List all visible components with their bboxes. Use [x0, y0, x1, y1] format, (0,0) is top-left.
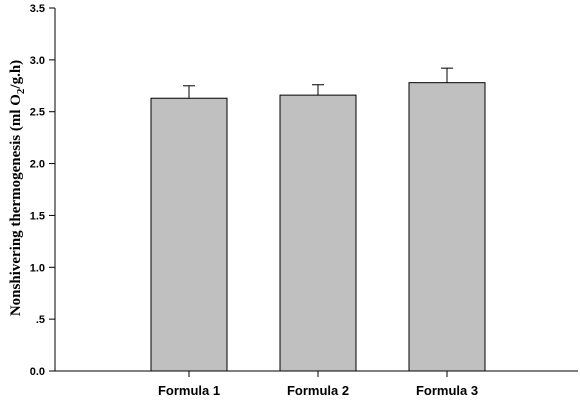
- y-axis-title-suffix: /g.h): [8, 60, 24, 90]
- y-tick-label: 1.0: [30, 262, 45, 274]
- y-axis-title: Nonshivering thermogenesis (ml O2/g.h): [8, 60, 27, 316]
- y-tick-label: 0.0: [30, 366, 45, 378]
- y-tick-label: 3.0: [30, 55, 45, 67]
- y-tick-label: 2.0: [30, 159, 45, 171]
- y-tick-label: .5: [36, 314, 45, 326]
- y-tick-label: 2.5: [30, 107, 45, 119]
- bar: [408, 82, 486, 372]
- y-tick-label: 1.5: [30, 210, 45, 222]
- x-tick-label: Formula 1: [158, 383, 220, 398]
- bar: [150, 97, 228, 372]
- x-tick-label: Formula 3: [416, 383, 478, 398]
- bar: [279, 94, 357, 372]
- y-axis-title-prefix: Nonshivering thermogenesis (ml O: [8, 94, 24, 316]
- plot-area: 0.0 .5 1.0 1.5 2.0 2.5 3.0 3.5 Formula 1 Formula …: [30, 3, 578, 398]
- y-axis-title-subscript: 2: [15, 88, 27, 94]
- svg-text:Nonshivering thermogenesis (ml: Nonshivering thermogenesis (ml O2/g.h): [8, 60, 27, 316]
- y-tick-label: 3.5: [30, 3, 45, 15]
- x-tick-label: Formula 2: [287, 383, 349, 398]
